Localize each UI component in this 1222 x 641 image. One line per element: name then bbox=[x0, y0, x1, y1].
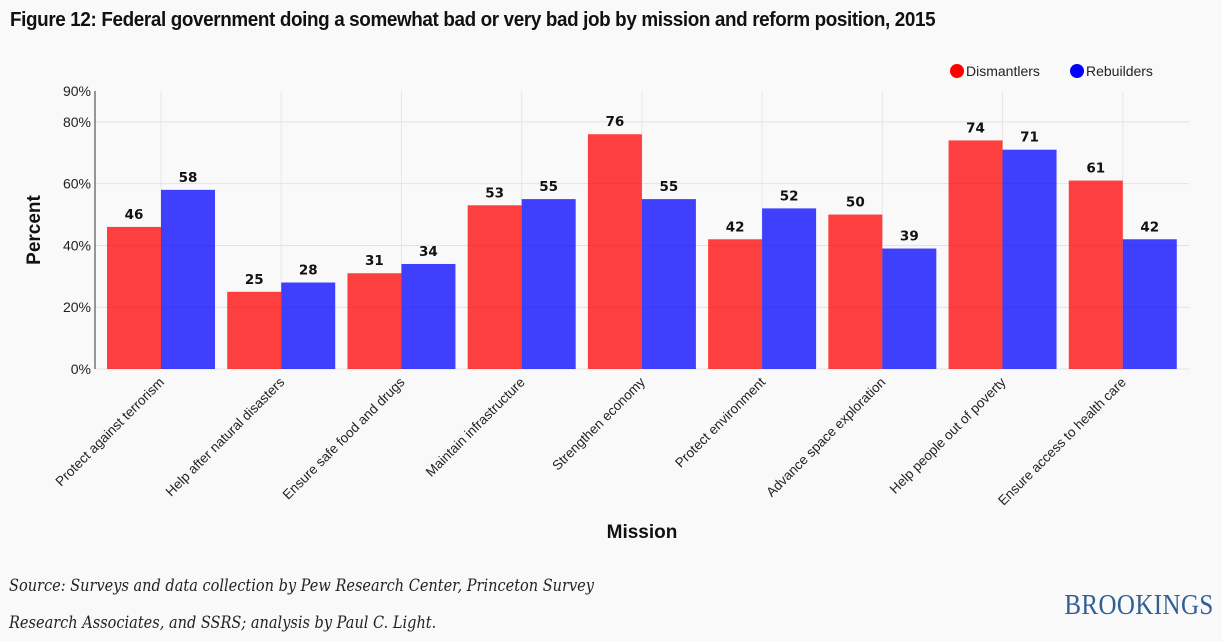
x-tick-label: Maintain infrastructure bbox=[423, 375, 528, 480]
data-label-dismantlers: 46 bbox=[125, 207, 144, 223]
bar-dismantlers bbox=[828, 214, 883, 369]
data-label-rebuilders: 55 bbox=[539, 179, 558, 195]
data-label-dismantlers: 74 bbox=[966, 120, 985, 136]
bar-dismantlers bbox=[347, 273, 402, 369]
y-axis-ticks: 0% 20% 40% 60% 80% 90% bbox=[63, 83, 91, 377]
data-label-dismantlers: 25 bbox=[245, 272, 264, 288]
bar-rebuilders bbox=[401, 263, 456, 369]
legend-label: Rebuilders bbox=[1086, 63, 1153, 79]
legend-label: Dismantlers bbox=[966, 63, 1040, 79]
brookings-logo: BROOKINGS bbox=[1064, 589, 1214, 621]
y-tick-label: 0% bbox=[71, 361, 91, 377]
x-tick-label: Protect against terrorism bbox=[53, 375, 168, 490]
data-label-dismantlers: 31 bbox=[365, 253, 384, 269]
legend: Dismantlers Rebuilders bbox=[950, 63, 1153, 79]
x-tick-label: Strengthen economy bbox=[549, 374, 648, 473]
bar-dismantlers bbox=[467, 205, 522, 369]
data-label-rebuilders: 42 bbox=[1140, 219, 1159, 235]
data-label-rebuilders: 34 bbox=[419, 244, 438, 260]
data-label-rebuilders: 52 bbox=[780, 188, 799, 204]
y-tick-label: 80% bbox=[63, 114, 91, 130]
data-label-rebuilders: 39 bbox=[900, 229, 919, 245]
data-label-dismantlers: 42 bbox=[726, 219, 745, 235]
bar-dismantlers bbox=[227, 291, 282, 369]
data-label-rebuilders: 55 bbox=[659, 179, 678, 195]
data-label-rebuilders: 58 bbox=[179, 170, 198, 186]
bar-rebuilders bbox=[882, 248, 937, 369]
bar-rebuilders bbox=[641, 199, 696, 369]
data-label-dismantlers: 76 bbox=[605, 114, 624, 130]
chart-title: Figure 12: Federal government doing a so… bbox=[10, 8, 936, 31]
x-tick-label: Protect environment bbox=[672, 374, 768, 470]
bar-dismantlers bbox=[587, 134, 642, 369]
y-tick-label: 40% bbox=[63, 237, 91, 253]
bar-rebuilders bbox=[1002, 149, 1057, 369]
x-axis-title: Mission bbox=[607, 522, 678, 543]
x-tick-label: Help people out of poverty bbox=[887, 374, 1009, 496]
y-tick-label: 20% bbox=[63, 299, 91, 315]
y-tick-label: 90% bbox=[63, 83, 91, 99]
legend-marker-rebuilders bbox=[1070, 64, 1084, 78]
y-axis-title: Percent bbox=[24, 194, 45, 264]
bar-rebuilders bbox=[281, 282, 336, 369]
bar-dismantlers bbox=[1068, 180, 1123, 369]
x-tick-label: Advance space exploration bbox=[763, 375, 888, 500]
source-note-line-2: Research Associates, and SSRS; analysis … bbox=[9, 613, 437, 632]
bar-rebuilders bbox=[521, 199, 576, 369]
bar-rebuilders bbox=[1122, 239, 1177, 369]
legend-item-dismantlers[interactable]: Dismantlers bbox=[950, 63, 1040, 79]
data-label-dismantlers: 61 bbox=[1086, 161, 1105, 177]
bar-dismantlers bbox=[948, 140, 1003, 369]
y-tick-label: 60% bbox=[63, 176, 91, 192]
legend-marker-dismantlers bbox=[950, 64, 964, 78]
data-label-dismantlers: 50 bbox=[846, 195, 865, 211]
source-note-line-1: Source: Surveys and data collection by P… bbox=[9, 576, 594, 595]
bar-dismantlers bbox=[708, 239, 763, 369]
bar-dismantlers bbox=[107, 226, 161, 369]
data-labels: 46 25 31 53 76 42 50 74 61 58 28 34 55 55 52 39 71 42 bbox=[125, 114, 1160, 288]
bars bbox=[107, 134, 1177, 369]
x-tick-label: Ensure safe food and drugs bbox=[280, 374, 408, 502]
bar-rebuilders bbox=[762, 208, 817, 369]
legend-item-rebuilders[interactable]: Rebuilders bbox=[1070, 63, 1153, 79]
data-label-dismantlers: 53 bbox=[485, 185, 504, 201]
bar-rebuilders bbox=[161, 189, 215, 369]
x-tick-label: Ensure access to health care bbox=[995, 375, 1129, 509]
data-label-rebuilders: 71 bbox=[1020, 130, 1039, 146]
data-label-rebuilders: 28 bbox=[299, 263, 318, 279]
x-tick-label: Help after natural disasters bbox=[163, 374, 288, 499]
